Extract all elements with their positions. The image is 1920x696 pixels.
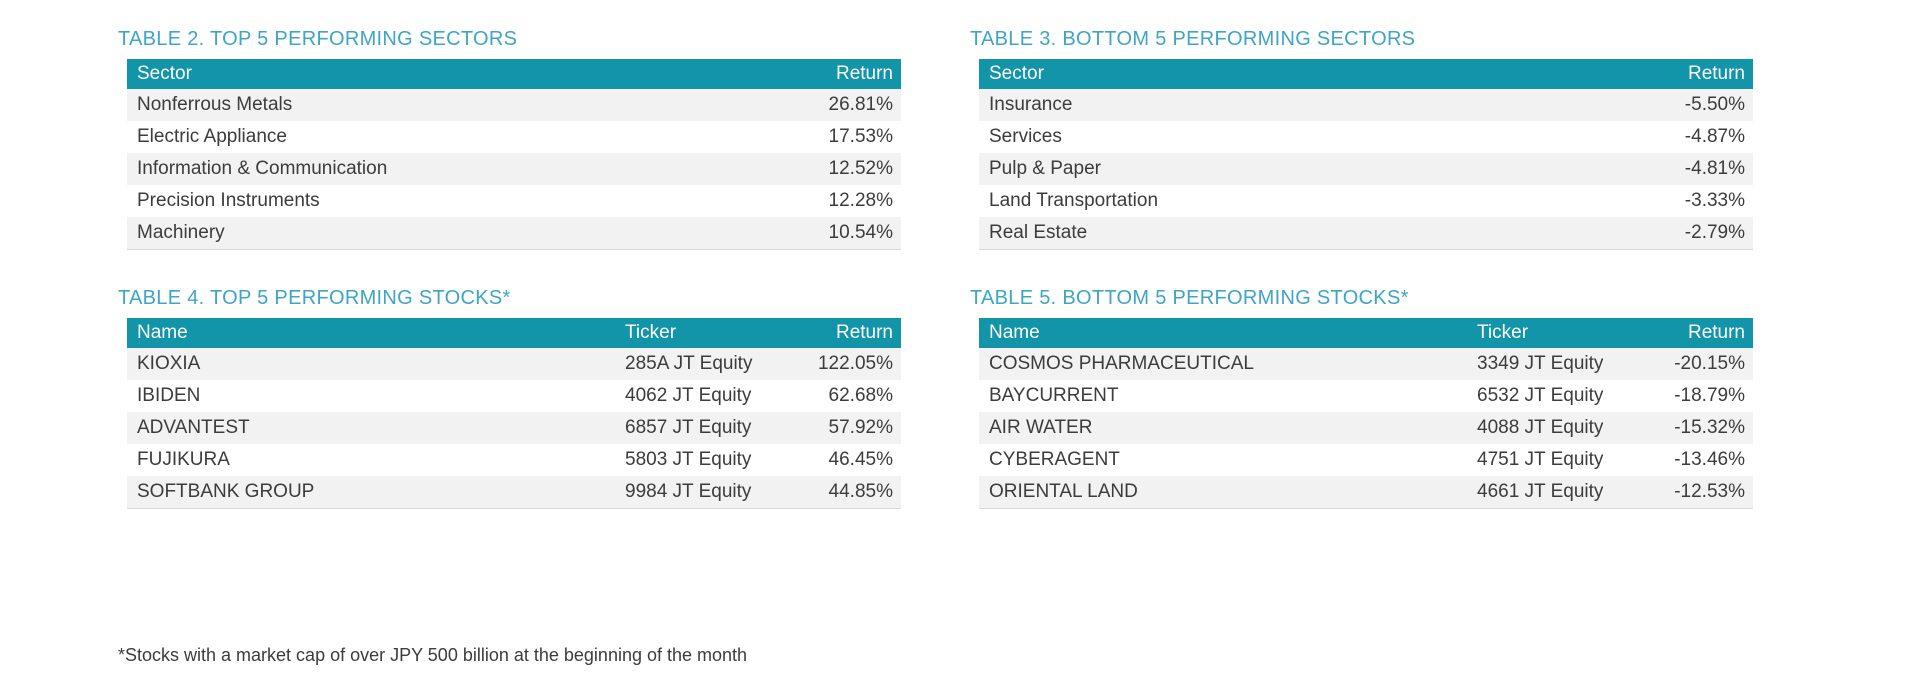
cell-name: FUJIKURA [137,449,230,470]
top-stocks-title: TABLE 4. TOP 5 PERFORMING STOCKS* [118,287,511,309]
cell-sector: Nonferrous Metals [137,94,293,115]
bottom-sectors-title: TABLE 3. BOTTOM 5 PERFORMING SECTORS [970,28,1416,50]
cell-return: -4.81% [1684,158,1745,179]
table-row: Insurance -5.50% [979,89,1753,121]
cell-sector: Pulp & Paper [989,158,1101,179]
table-row: AIR WATER 4088 JT Equity -15.32% [979,412,1753,444]
table-row: IBIDEN 4062 JT Equity 62.68% [127,380,901,412]
table-row: BAYCURRENT 6532 JT Equity -18.79% [979,380,1753,412]
cell-sector: Services [989,126,1062,147]
cell-name: AIR WATER [989,417,1093,438]
cell-return: -2.79% [1684,222,1745,243]
cell-sector: Land Transportation [989,190,1159,211]
cell-return: 62.68% [828,385,893,406]
cell-sector: Electric Appliance [137,126,287,147]
cell-ticker: 5803 JT Equity [625,449,752,470]
column-header-name: Name [127,318,615,348]
table-row: COSMOS PHARMACEUTICAL 3349 JT Equity -20.1… [979,348,1753,380]
cell-return: 10.54% [828,222,893,243]
column-header-ticker: Ticker [615,318,796,348]
header-row: Sector Return [979,59,1753,89]
column-header-sector: Sector [979,59,1643,89]
cell-sector: Insurance [989,94,1073,115]
bottom-stocks-table: Name Ticker Return COSMOS PHARMACEUTICAL 334… [979,318,1753,509]
column-header-name: Name [979,318,1467,348]
bottom-stocks-block: TABLE 5. BOTTOM 5 PERFORMING STOCKS* Nam… [970,287,1753,509]
cell-ticker: 4062 JT Equity [625,385,752,406]
table-row: ORIENTAL LAND 4661 JT Equity -12.53% [979,476,1753,509]
cell-return: -13.46% [1674,449,1745,470]
header-row: Name Ticker Return [127,318,901,348]
cell-return: -3.33% [1684,190,1745,211]
header-row: Sector Return [127,59,901,89]
cell-ticker: 4661 JT Equity [1477,481,1604,502]
table-row: KIOXIA 285A JT Equity 122.05% [127,348,901,380]
table-row: Electric Appliance 17.53% [127,121,901,153]
cell-return: -4.87% [1684,126,1745,147]
cell-ticker: 4751 JT Equity [1477,449,1604,470]
cell-return: -12.53% [1674,481,1745,502]
cell-name: ORIENTAL LAND [989,481,1138,502]
bottom-sectors-table: Sector Return Insurance -5.50% Services -4.87… [979,59,1753,250]
cell-sector: Information & Communication [137,158,388,179]
cell-name: KIOXIA [137,353,201,374]
top-sectors-block: TABLE 2. TOP 5 PERFORMING SECTORS Sector… [118,28,901,250]
table-row: Services -4.87% [979,121,1753,153]
cell-ticker: 3349 JT Equity [1477,353,1604,374]
column-header-return: Return [1648,318,1753,348]
cell-ticker: 6857 JT Equity [625,417,752,438]
column-header-return: Return [791,59,901,89]
table-row: Nonferrous Metals 26.81% [127,89,901,121]
bottom-sectors-block: TABLE 3. BOTTOM 5 PERFORMING SECTORS Sec… [970,28,1753,250]
cell-ticker: 4088 JT Equity [1477,417,1604,438]
cell-return: 57.92% [828,417,893,438]
top-stocks-table: Name Ticker Return KIOXIA 285A JT Equity 122.… [127,318,901,509]
cell-name: BAYCURRENT [989,385,1119,406]
cell-sector: Precision Instruments [137,190,320,211]
cell-return: 122.05% [817,353,893,374]
table-row: CYBERAGENT 4751 JT Equity -13.46% [979,444,1753,476]
table-row: Precision Instruments 12.28% [127,185,901,217]
cell-return: 12.52% [828,158,893,179]
table-row: Pulp & Paper -4.81% [979,153,1753,185]
cell-return: -20.15% [1674,353,1745,374]
cell-return: 44.85% [828,481,893,502]
cell-return: 17.53% [828,126,893,147]
table-row: FUJIKURA 5803 JT Equity 46.45% [127,444,901,476]
cell-return: 26.81% [828,94,893,115]
cell-name: IBIDEN [137,385,201,406]
cell-name: COSMOS PHARMACEUTICAL [989,353,1254,374]
header-row: Name Ticker Return [979,318,1753,348]
cell-return: -5.50% [1684,94,1745,115]
cell-return: 12.28% [828,190,893,211]
cell-name: CYBERAGENT [989,449,1120,470]
table-row: Machinery 10.54% [127,217,901,250]
cell-name: SOFTBANK GROUP [137,481,315,502]
cell-ticker: 6532 JT Equity [1477,385,1604,406]
cell-sector: Machinery [137,222,225,243]
cell-return: -15.32% [1674,417,1745,438]
footnote: *Stocks with a market cap of over JPY 50… [118,645,748,665]
column-header-sector: Sector [127,59,791,89]
column-header-return: Return [796,318,901,348]
column-header-return: Return [1643,59,1753,89]
table-row: SOFTBANK GROUP 9984 JT Equity 44.85% [127,476,901,509]
cell-sector: Real Estate [989,222,1088,243]
table-row: Real Estate -2.79% [979,217,1753,250]
bottom-stocks-title: TABLE 5. BOTTOM 5 PERFORMING STOCKS* [970,287,1409,309]
table-row: Land Transportation -3.33% [979,185,1753,217]
cell-name: ADVANTEST [137,417,250,438]
cell-ticker: 285A JT Equity [625,353,753,374]
top-sectors-table: Sector Return Nonferrous Metals 26.81% Elect… [127,59,901,250]
table-row: ADVANTEST 6857 JT Equity 57.92% [127,412,901,444]
column-header-ticker: Ticker [1467,318,1648,348]
cell-return: -18.79% [1674,385,1745,406]
top-stocks-block: TABLE 4. TOP 5 PERFORMING STOCKS* Name Ti… [118,287,901,509]
top-sectors-title: TABLE 2. TOP 5 PERFORMING SECTORS [118,28,518,50]
cell-ticker: 9984 JT Equity [625,481,752,502]
tables-grid: TABLE 2. TOP 5 PERFORMING SECTORS Sector… [118,28,1920,509]
table-row: Information & Communication 12.52% [127,153,901,185]
cell-return: 46.45% [828,449,893,470]
